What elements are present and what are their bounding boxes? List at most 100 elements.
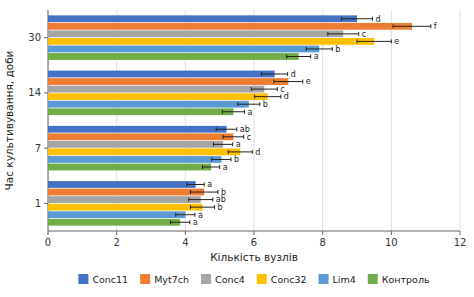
legend-item: Conc11 [78, 274, 128, 285]
bar [48, 126, 227, 133]
x-tick [185, 231, 186, 235]
x-tick-label: 4 [182, 237, 188, 248]
error-bar [251, 87, 277, 91]
error-bar [357, 39, 391, 43]
error-bar [342, 17, 373, 21]
bar-annotation: a [314, 52, 319, 61]
error-bar-line [262, 73, 288, 74]
error-bar-cap [204, 182, 205, 186]
bar-annotation: a [207, 180, 212, 189]
error-bar-line [274, 81, 303, 82]
error-bar-cap [213, 142, 214, 146]
y-tick-label: 7 [35, 143, 41, 154]
legend-item: Lim4 [319, 274, 356, 285]
error-bar-cap [430, 24, 431, 28]
error-bar-line [255, 96, 281, 97]
y-tick [44, 92, 48, 93]
error-bar-cap [310, 55, 311, 59]
legend-item: Myt7ch [140, 274, 189, 285]
legend-label: Контроль [382, 274, 430, 285]
error-bar-cap [189, 220, 190, 224]
error-bar-cap [228, 150, 229, 154]
error-bar-line [203, 167, 220, 168]
x-tick [254, 231, 255, 235]
error-bar [255, 95, 281, 99]
error-bar-cap [393, 24, 394, 28]
error-bar-cap [170, 220, 171, 224]
legend-label: Lim4 [333, 274, 356, 285]
error-bar-line [213, 144, 232, 145]
error-bar-line [189, 199, 213, 200]
bar-annotation: e [306, 77, 311, 86]
x-tick-label: 8 [319, 237, 325, 248]
error-bar-cap [372, 17, 373, 21]
error-bar [262, 72, 288, 76]
error-bar [238, 102, 260, 106]
error-bar [203, 165, 220, 169]
error-bar [328, 32, 359, 36]
error-bar-cap [223, 135, 224, 139]
bar [48, 30, 343, 37]
error-bar-cap [273, 80, 274, 84]
bar [48, 101, 249, 108]
error-bar-cap [216, 127, 217, 131]
error-bar-cap [259, 102, 260, 106]
legend-label: Conc11 [92, 274, 128, 285]
x-tick [322, 231, 323, 235]
bar [48, 53, 299, 60]
error-bar-line [223, 136, 244, 137]
bar [48, 15, 357, 22]
error-bar [223, 135, 244, 139]
legend-swatch [319, 274, 329, 284]
error-bar-cap [194, 213, 195, 217]
grid-line [460, 10, 461, 231]
legend-swatch [257, 274, 267, 284]
error-bar-cap [287, 72, 288, 76]
error-bar-cap [230, 157, 231, 161]
legend-label: Conc32 [271, 274, 307, 285]
bar-annotations: aabddbcefabaccbddeabbbaaaa [193, 15, 437, 228]
bar [48, 108, 233, 115]
y-tick [44, 203, 48, 204]
bar [48, 71, 275, 78]
x-tick-label: 10 [385, 237, 398, 248]
bar [48, 196, 201, 203]
error-bar-cap [277, 87, 278, 91]
error-bar [222, 110, 244, 114]
bar-annotation: b [218, 203, 223, 212]
legend-label: Myt7ch [154, 274, 189, 285]
error-bar-cap [217, 190, 218, 194]
error-bar-line [190, 207, 214, 208]
x-tick [48, 231, 49, 235]
error-bar-cap [237, 102, 238, 106]
bar-annotation: d [284, 92, 289, 101]
x-tick [391, 231, 392, 235]
error-bar-cap [306, 47, 307, 51]
error-bar-cap [327, 32, 328, 36]
bar-annotation: a [198, 211, 203, 220]
error-bar-cap [332, 47, 333, 51]
error-bar-line [212, 159, 231, 160]
error-bar [176, 213, 195, 217]
bar-annotation: a [193, 218, 198, 227]
error-bar-line [287, 56, 311, 57]
error-bar-line [176, 214, 195, 215]
legend-item: Conc4 [201, 274, 245, 285]
error-bar-cap [358, 32, 359, 36]
legend-item: Контроль [368, 274, 430, 285]
error-bar-cap [286, 55, 287, 59]
bar-annotation: d [375, 15, 380, 24]
error-bar [190, 205, 214, 209]
bar [48, 93, 268, 100]
error-bar-cap [302, 80, 303, 84]
error-bar-cap [341, 17, 342, 21]
error-bar-line [216, 129, 237, 130]
x-tick-label: 12 [454, 237, 467, 248]
bar [48, 23, 412, 30]
error-bar-cap [188, 198, 189, 202]
legend-swatch [201, 274, 211, 284]
error-bar-line [251, 89, 277, 90]
error-bar [189, 198, 213, 202]
x-tick [116, 231, 117, 235]
error-bar [287, 55, 311, 59]
